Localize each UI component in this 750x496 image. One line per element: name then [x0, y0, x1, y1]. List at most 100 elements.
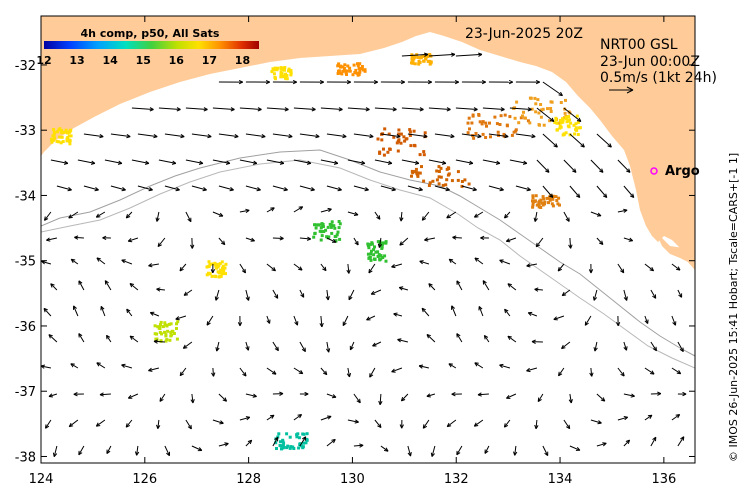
current-arrow-head	[481, 79, 487, 85]
plot-area	[41, 16, 695, 463]
current-arrow-head	[451, 52, 456, 57]
sst-pixel	[217, 271, 221, 275]
current-arrow	[293, 263, 303, 271]
current-arrow	[671, 367, 681, 375]
current-arrow	[569, 445, 581, 451]
current-arrow	[644, 315, 649, 324]
sst-pixel	[428, 181, 432, 185]
sst-pixel	[58, 135, 62, 139]
current-arrow	[121, 259, 133, 265]
current-arrow-head	[414, 160, 420, 165]
current-arrow	[528, 312, 538, 317]
sst-pixel	[340, 72, 344, 76]
current-arrow	[320, 367, 328, 376]
sst-pixel	[176, 320, 180, 324]
sst-pixel	[517, 121, 521, 125]
sst-pixel	[413, 62, 417, 66]
sst-pixel	[156, 325, 160, 329]
sst-pixel	[444, 183, 448, 187]
current-arrow	[478, 306, 484, 317]
current-arrow	[239, 416, 250, 421]
current-arrow-head	[592, 296, 598, 301]
sst-pixel	[484, 121, 488, 125]
current-arrow-head	[68, 214, 73, 219]
sst-pixel	[333, 226, 337, 230]
sst-pixel	[285, 74, 289, 77]
sst-pixel	[437, 182, 441, 186]
sst-pixel	[414, 167, 418, 171]
current-arrow	[569, 133, 585, 148]
sst-pixel	[437, 165, 441, 169]
sst-pixel	[277, 432, 281, 436]
current-arrow	[245, 341, 249, 351]
current-arrow	[461, 133, 482, 138]
sst-pixel	[159, 320, 163, 324]
sst-pixel	[495, 122, 499, 126]
sst-pixel	[548, 119, 552, 123]
current-arrow-head	[672, 321, 677, 326]
sst-pixel	[539, 115, 543, 119]
sst-pixel	[163, 330, 166, 334]
current-arrow	[509, 159, 527, 164]
sst-pixel	[538, 199, 542, 203]
current-arrow-head	[454, 79, 460, 85]
current-arrow-head	[337, 187, 342, 192]
current-arrow	[293, 315, 298, 326]
current-arrow	[183, 341, 193, 349]
sst-pixel	[565, 120, 569, 124]
current-scale-label: 0.5m/s (1kt 24h)	[600, 70, 717, 86]
current-arrow-head	[418, 364, 424, 369]
sst-pixel	[345, 69, 349, 73]
sst-pixel	[388, 147, 392, 151]
sst-pixel	[539, 103, 543, 106]
current-arrow-head	[48, 393, 53, 398]
sst-pixel	[276, 66, 280, 70]
current-arrow	[46, 237, 58, 241]
sst-pixel	[356, 73, 360, 77]
sst-pixel	[508, 115, 512, 119]
sst-pixel	[321, 225, 325, 228]
current-arrow	[212, 159, 230, 164]
current-arrow	[424, 237, 435, 241]
current-arrow	[474, 257, 484, 265]
sst-pixel	[285, 432, 289, 436]
current-arrow	[452, 236, 462, 239]
current-arrow	[212, 419, 224, 424]
current-arrow-head	[171, 160, 177, 165]
sst-pixel	[279, 74, 283, 78]
current-arrow	[239, 159, 257, 164]
current-arrow	[419, 260, 430, 265]
current-arrow	[191, 393, 194, 404]
sst-pixel	[288, 446, 292, 450]
sst-pixel	[502, 132, 506, 136]
current-arrow	[299, 237, 311, 240]
current-arrow-head	[175, 316, 180, 321]
current-arrow-head	[400, 396, 406, 402]
current-arrow-head	[78, 280, 83, 285]
current-arrow-head	[319, 79, 325, 85]
sst-pixel	[484, 136, 488, 139]
current-arrow	[48, 334, 58, 343]
current-arrow	[347, 367, 350, 377]
sst-pixel	[206, 265, 210, 269]
current-arrow	[391, 263, 403, 268]
colorbar: 4h comp, p50, All Sats 12 13 14 15 16 17 18	[36, 27, 259, 67]
current-arrow-head	[179, 371, 185, 377]
current-arrow	[353, 393, 361, 404]
sst-pixel	[485, 124, 488, 128]
sst-pixel	[426, 59, 430, 63]
current-arrow-head	[451, 391, 456, 397]
sst-pixel	[221, 266, 225, 270]
sst-pixel	[536, 98, 540, 102]
current-arrow-head	[629, 193, 635, 198]
sst-pixel	[481, 120, 485, 124]
colorbar-tick-label: 13	[69, 54, 84, 67]
current-arrow	[320, 263, 327, 272]
sst-pixel	[341, 65, 345, 69]
current-arrow	[561, 341, 571, 349]
current-arrow-head	[202, 187, 207, 192]
sst-pixel	[409, 144, 413, 148]
current-arrow	[623, 393, 635, 397]
current-arrow-head	[331, 438, 336, 444]
current-arrow-head	[484, 449, 489, 454]
